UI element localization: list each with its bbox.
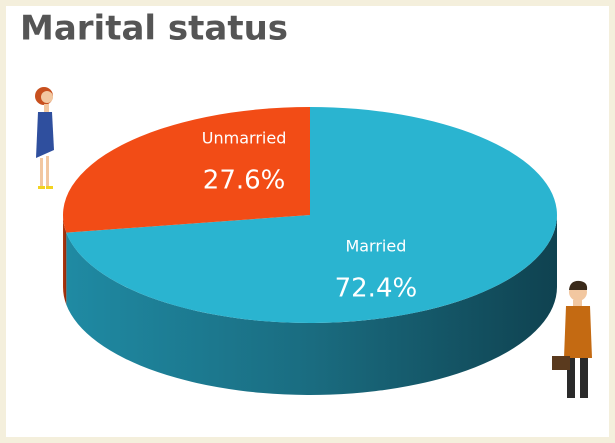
chart-title: Marital status — [20, 9, 288, 49]
value-label: 27.6% — [203, 166, 286, 196]
pie: Married 72.4% Unmarried 27.6% — [63, 107, 557, 395]
slice-label: Married — [345, 236, 406, 255]
value-label: 72.4% — [335, 273, 418, 303]
page: Marital status Married 72.4% Unmarried 27.6… — [0, 0, 615, 443]
slice-label: Unmarried — [202, 129, 287, 148]
chart: Marital status Married 72.4% Unmarried 27.6… — [0, 0, 615, 443]
